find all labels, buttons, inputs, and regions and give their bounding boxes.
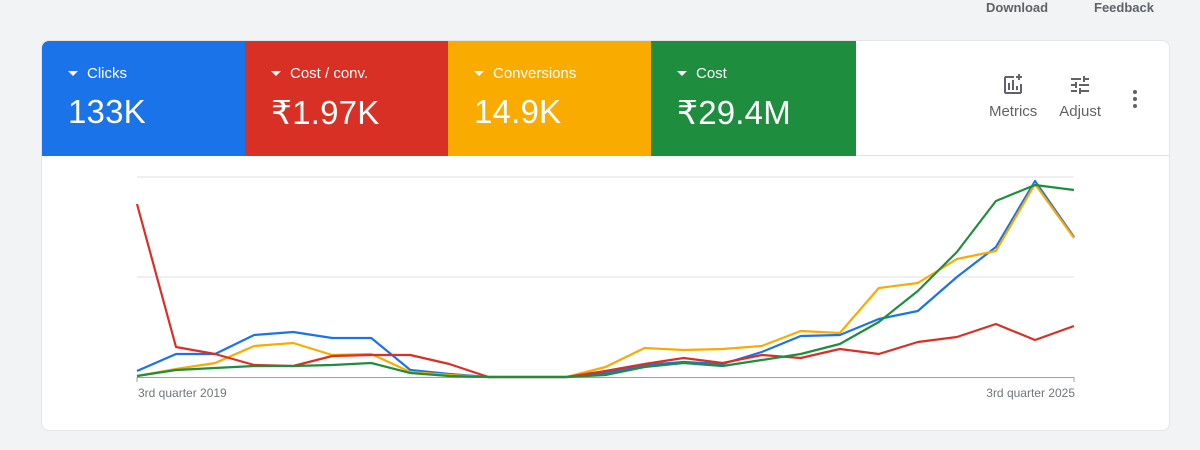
- series-line-clicks[interactable]: [136, 179, 1075, 379]
- scorecard-cost-per-conv[interactable]: Cost / conv. ₹1.97K: [245, 41, 448, 156]
- performance-card: Clicks 133K Cost / conv. ₹1.97K Conversi…: [41, 40, 1170, 431]
- tune-icon: [1071, 76, 1090, 94]
- scorecard-label: Conversions: [493, 64, 577, 82]
- adjust-button[interactable]: Adjust: [1059, 73, 1101, 120]
- scorecard-label: Cost: [696, 64, 727, 82]
- scorecard-clicks[interactable]: Clicks 133K: [42, 41, 245, 156]
- series-line-cost-conv-[interactable]: [135, 203, 1075, 379]
- scorecard-label: Cost / conv.: [290, 64, 369, 82]
- series-line-conversions[interactable]: [136, 182, 1075, 379]
- scorecard-value: ₹29.4M: [677, 94, 791, 131]
- more-options-button[interactable]: [1123, 87, 1147, 116]
- dropdown-caret-icon[interactable]: [68, 71, 78, 76]
- metrics-label: Metrics: [988, 103, 1038, 120]
- scorecard-conversions[interactable]: Conversions 14.9K: [448, 41, 651, 156]
- dropdown-caret-icon[interactable]: [474, 71, 484, 76]
- chart-toolbar: Metrics Adjust: [856, 41, 1169, 155]
- scorecard-row: Clicks 133K Cost / conv. ₹1.97K Conversi…: [42, 41, 1169, 156]
- scorecard-value: 14.9K: [474, 93, 562, 130]
- download-button[interactable]: Download: [986, 0, 1049, 15]
- line-chart: 3rd quarter 2019 3rd quarter 2025: [42, 157, 1169, 430]
- scorecard-value: ₹1.97K: [271, 94, 380, 131]
- dropdown-caret-icon[interactable]: [677, 71, 687, 76]
- chart-canvas: [135, 176, 1075, 382]
- dropdown-caret-icon[interactable]: [271, 71, 281, 76]
- scorecard-value: 133K: [68, 93, 146, 130]
- scorecard-label: Clicks: [87, 64, 127, 82]
- scorecard-cost[interactable]: Cost ₹29.4M: [651, 41, 856, 156]
- x-axis-start-label: 3rd quarter 2019: [138, 386, 227, 400]
- feedback-button[interactable]: Feedback: [1094, 0, 1154, 15]
- metrics-button[interactable]: Metrics: [989, 73, 1037, 120]
- more-vert-icon: [1133, 90, 1137, 108]
- add-chart-icon: [1004, 74, 1023, 94]
- x-axis-end-label: 3rd quarter 2025: [986, 386, 1075, 400]
- series-line-cost[interactable]: [136, 183, 1075, 379]
- adjust-label: Adjust: [1059, 103, 1101, 120]
